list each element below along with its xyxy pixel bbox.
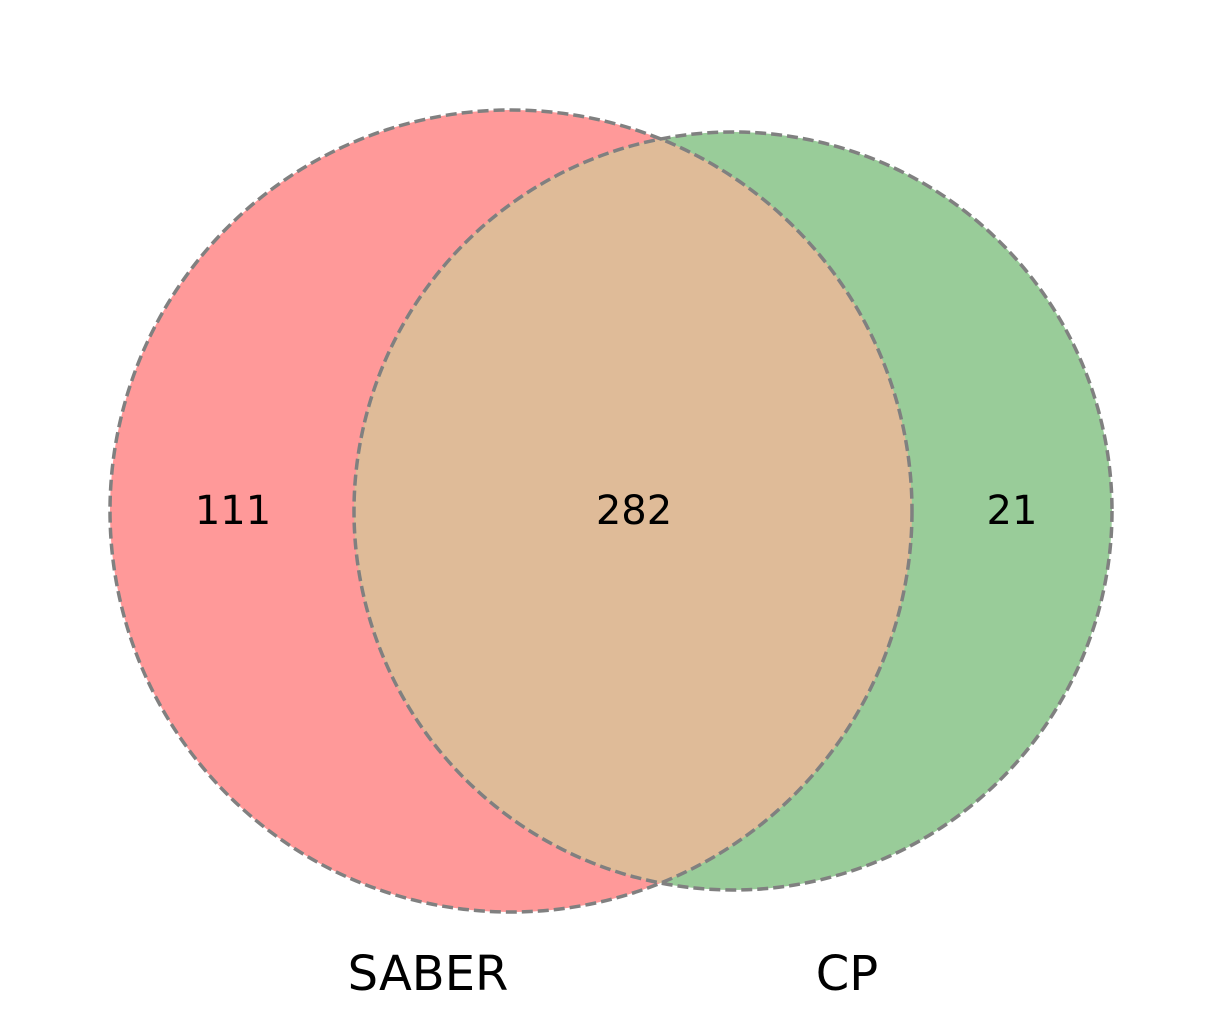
set-cp-label: CP <box>816 946 878 1002</box>
intersection-count: 282 <box>596 488 672 534</box>
intersection-region <box>354 132 912 890</box>
saber-only-count: 111 <box>195 488 271 534</box>
set-saber-label: SABER <box>348 946 509 1002</box>
cp-only-count: 21 <box>987 488 1038 534</box>
set-saber-outline <box>108 108 914 914</box>
set-cp-outline <box>352 130 1114 892</box>
